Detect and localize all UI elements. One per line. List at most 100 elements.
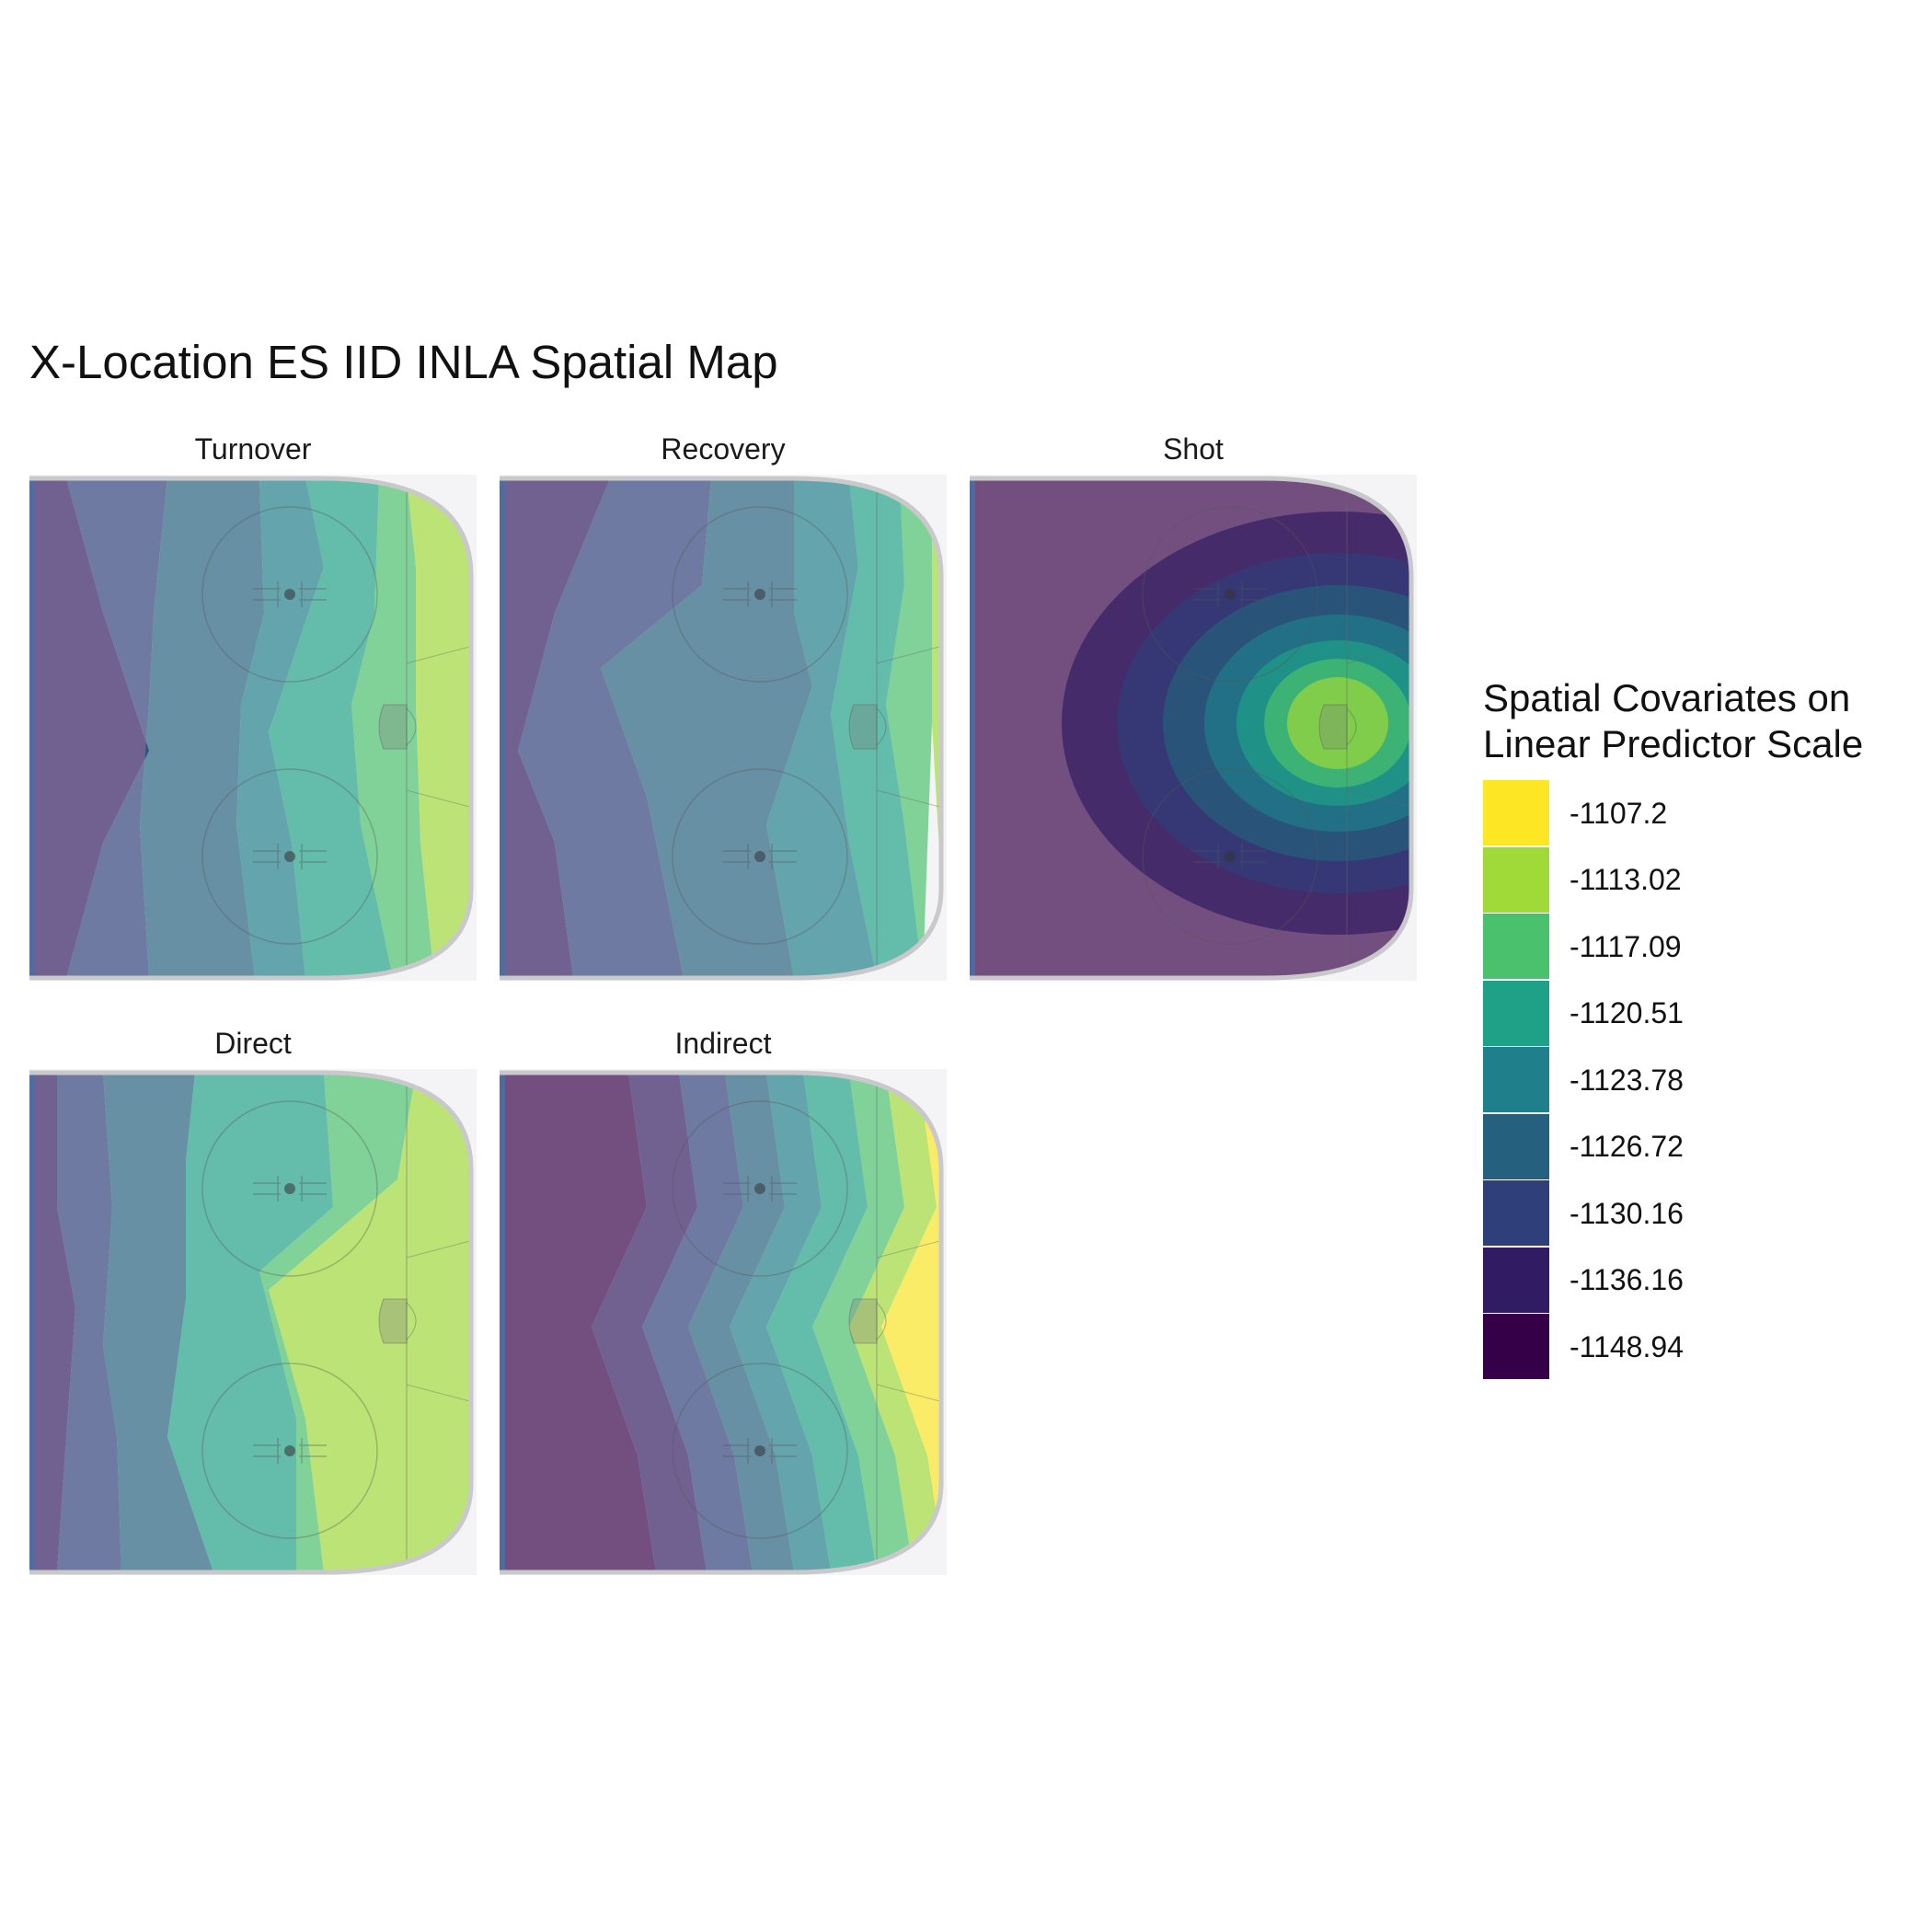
faceoff-circle bbox=[1142, 768, 1318, 945]
heat-band bbox=[812, 1073, 914, 1572]
legend-swatch bbox=[1483, 1314, 1549, 1381]
legend-key: -1123.78 bbox=[1483, 1047, 1863, 1114]
rink-markings bbox=[500, 478, 947, 978]
heat-band bbox=[730, 1073, 831, 1572]
faceoff-dot bbox=[1225, 589, 1236, 600]
legend-key: -1117.09 bbox=[1483, 914, 1863, 981]
goal-net bbox=[406, 1302, 417, 1340]
faceoff-circle bbox=[201, 768, 378, 945]
goal-crease bbox=[848, 1298, 878, 1344]
facet-label: Recovery bbox=[661, 431, 786, 466]
legend-label: -1126.72 bbox=[1570, 1130, 1684, 1164]
heat-band bbox=[500, 478, 610, 978]
legend-swatch bbox=[1483, 1047, 1549, 1114]
goal-crease bbox=[1318, 704, 1348, 750]
faceoff-dot bbox=[284, 1183, 295, 1194]
color-legend: Spatial Covariates on Linear Predictor S… bbox=[1483, 675, 1864, 1381]
trapezoid-line bbox=[876, 1238, 947, 1259]
rink-heatmap bbox=[500, 1069, 947, 1575]
facet-panel-turnover: Turnover bbox=[29, 423, 477, 981]
heat-band bbox=[29, 1073, 75, 1572]
rink-heatmap bbox=[500, 475, 947, 981]
rink-boards bbox=[500, 1070, 944, 1575]
blue-line bbox=[29, 478, 35, 978]
heat-band bbox=[140, 478, 264, 978]
trapezoid-line bbox=[876, 644, 947, 664]
heat-band bbox=[518, 478, 711, 978]
heat-band bbox=[849, 1073, 946, 1572]
facet-panel-direct: Direct bbox=[29, 1018, 477, 1575]
rink-markings bbox=[29, 1073, 477, 1572]
legend-key: -1120.51 bbox=[1483, 980, 1863, 1047]
facet-label: Direct bbox=[214, 1026, 292, 1060]
heat-band bbox=[766, 478, 877, 978]
rink-markings bbox=[29, 478, 477, 978]
legend-label: -1148.94 bbox=[1570, 1329, 1684, 1363]
legend-swatch bbox=[1483, 1113, 1549, 1180]
legend-label: -1117.09 bbox=[1570, 929, 1682, 963]
facet-panel-indirect: Indirect bbox=[500, 1018, 947, 1575]
faceoff-dot bbox=[754, 1445, 765, 1456]
legend-key: -1136.16 bbox=[1483, 1247, 1863, 1314]
hash-marks bbox=[723, 581, 797, 607]
faceoff-circle bbox=[201, 1363, 378, 1539]
legend-key: -1126.72 bbox=[1483, 1113, 1863, 1180]
heat-band bbox=[766, 1073, 877, 1572]
goal-net bbox=[406, 707, 417, 746]
heat-band bbox=[886, 478, 932, 978]
legend-title: Spatial Covariates on Linear Predictor S… bbox=[1483, 676, 1864, 765]
faceoff-dot bbox=[284, 589, 295, 600]
rink-heatmap bbox=[970, 475, 1417, 981]
heat-band bbox=[407, 478, 477, 978]
facet-panel-shot: Shot bbox=[970, 423, 1417, 981]
heat-band bbox=[269, 478, 393, 978]
goal-net bbox=[1346, 707, 1357, 746]
hash-marks bbox=[253, 844, 327, 869]
faceoff-dot bbox=[284, 851, 295, 862]
trapezoid-line bbox=[876, 1384, 947, 1404]
faceoff-dot bbox=[754, 1183, 765, 1194]
legend-key: -1130.16 bbox=[1483, 1180, 1863, 1248]
hash-marks bbox=[253, 1176, 327, 1202]
rink-markings bbox=[500, 1073, 947, 1572]
rink-boards bbox=[970, 476, 1414, 981]
rink-boards bbox=[500, 476, 944, 981]
rink-heatmap bbox=[29, 475, 477, 981]
trapezoid-line bbox=[406, 789, 477, 810]
faceoff-dot bbox=[1225, 851, 1236, 862]
trapezoid-line bbox=[406, 1238, 477, 1259]
legend-key: -1113.02 bbox=[1483, 846, 1863, 914]
heat-band bbox=[66, 478, 167, 978]
hash-marks bbox=[1193, 581, 1267, 607]
legend-swatch bbox=[1483, 1180, 1549, 1248]
faceoff-circle bbox=[672, 768, 848, 945]
faceoff-dot bbox=[284, 1445, 295, 1456]
legend-swatch bbox=[1483, 980, 1549, 1047]
hash-marks bbox=[1193, 844, 1267, 869]
faceoff-circle bbox=[672, 1363, 848, 1539]
trapezoid-line bbox=[1346, 789, 1417, 810]
heat-band bbox=[881, 1073, 947, 1572]
legend-label: -1136.16 bbox=[1570, 1263, 1684, 1297]
blue-line bbox=[970, 478, 975, 978]
hash-marks bbox=[723, 1176, 797, 1202]
rink-boards bbox=[29, 1070, 474, 1575]
faceoff-dot bbox=[754, 589, 765, 600]
heat-band bbox=[351, 478, 434, 978]
heat-band bbox=[57, 1073, 121, 1572]
heat-band bbox=[688, 1073, 794, 1572]
hash-marks bbox=[723, 844, 797, 869]
facet-panel-recovery: Recovery bbox=[500, 423, 947, 981]
facet-label: Indirect bbox=[674, 1026, 772, 1060]
faceoff-circle bbox=[672, 506, 848, 683]
legend-keys: -1107.2 -1113.02 -1117.09 -1120.51 -1123… bbox=[1483, 780, 1863, 1381]
legend-label: -1123.78 bbox=[1570, 1063, 1684, 1097]
legend-key: -1148.94 bbox=[1483, 1314, 1863, 1381]
blue-line bbox=[29, 1073, 35, 1572]
blue-line bbox=[500, 478, 505, 978]
heat-band bbox=[592, 1073, 707, 1572]
legend-label: -1113.02 bbox=[1570, 863, 1682, 897]
faceoff-circle bbox=[672, 1100, 848, 1277]
goal-crease bbox=[378, 1298, 408, 1344]
trapezoid-line bbox=[1346, 644, 1417, 664]
